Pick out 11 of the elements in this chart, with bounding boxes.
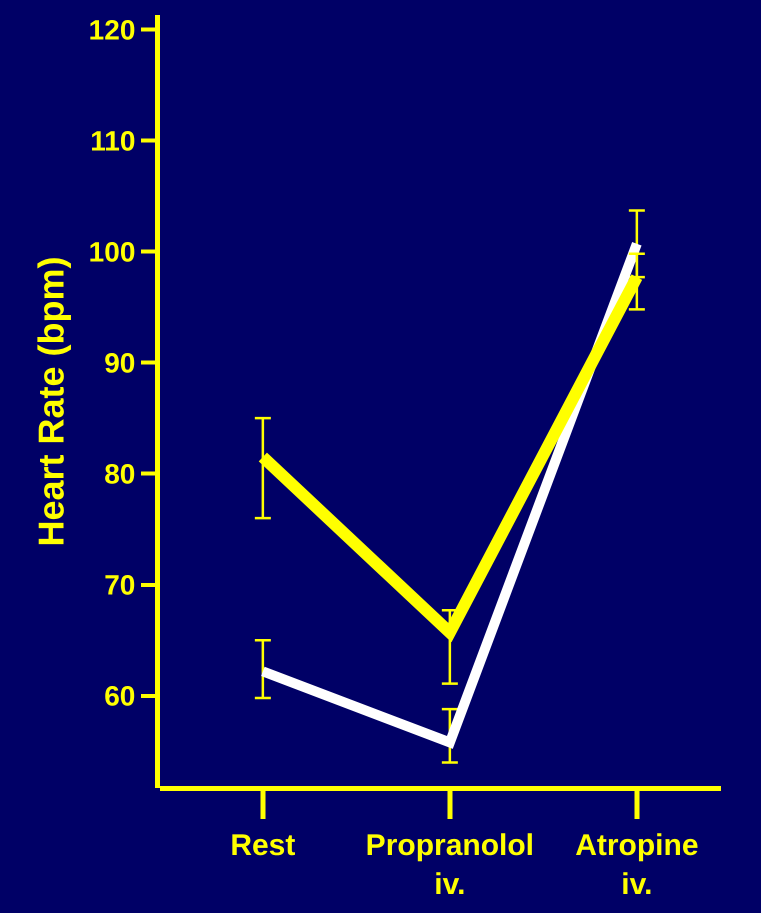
- y-tick-label: 100: [88, 236, 136, 268]
- x-tick-label: Atropine iv.: [575, 829, 699, 901]
- y-tick-label: 80: [104, 458, 136, 490]
- y-axis-title: Heart Rate (bpm): [30, 256, 72, 547]
- y-tick-label: 70: [104, 570, 136, 601]
- x-tick-label: Rest: [230, 829, 296, 862]
- x-tick-label: Propranolol iv.: [366, 829, 534, 901]
- y-tick-label: 60: [104, 680, 136, 712]
- y-tick-label: 110: [90, 125, 136, 156]
- y-tick-label: 120: [88, 14, 136, 46]
- y-tick-label: 90: [104, 347, 136, 378]
